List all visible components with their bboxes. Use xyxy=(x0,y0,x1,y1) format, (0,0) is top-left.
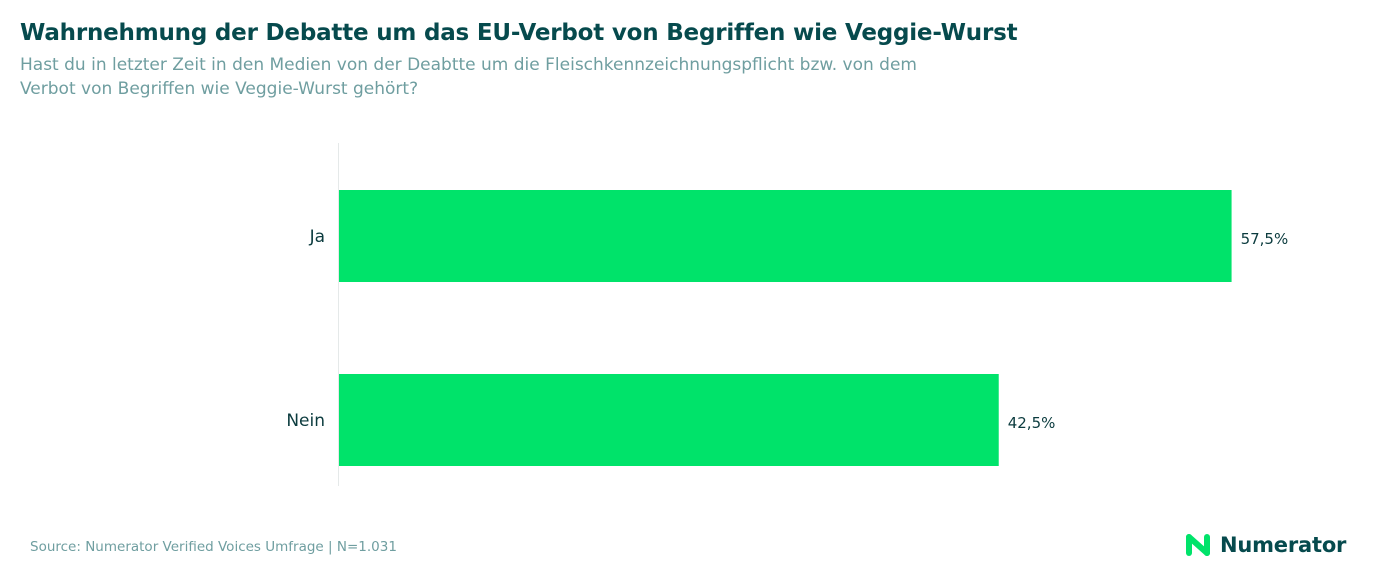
value-label-nein: 42,5% xyxy=(1008,414,1056,432)
bar-nein xyxy=(339,374,999,466)
category-label-nein: Nein xyxy=(286,411,325,431)
chart-title: Wahrnehmung der Debatte um das EU-Verbot… xyxy=(20,20,1018,46)
bar-ja xyxy=(339,190,1232,282)
brand-name: Numerator xyxy=(1220,533,1347,557)
category-label-ja: Ja xyxy=(309,227,325,247)
numerator-n-icon xyxy=(1186,534,1210,556)
chart-subtitle: Hast du in letzter Zeit in den Medien vo… xyxy=(20,55,917,99)
source-note: Source: Numerator Verified Voices Umfrag… xyxy=(30,539,397,555)
numerator-logo: Numerator xyxy=(1184,531,1346,559)
value-label-ja: 57,5% xyxy=(1241,230,1289,248)
